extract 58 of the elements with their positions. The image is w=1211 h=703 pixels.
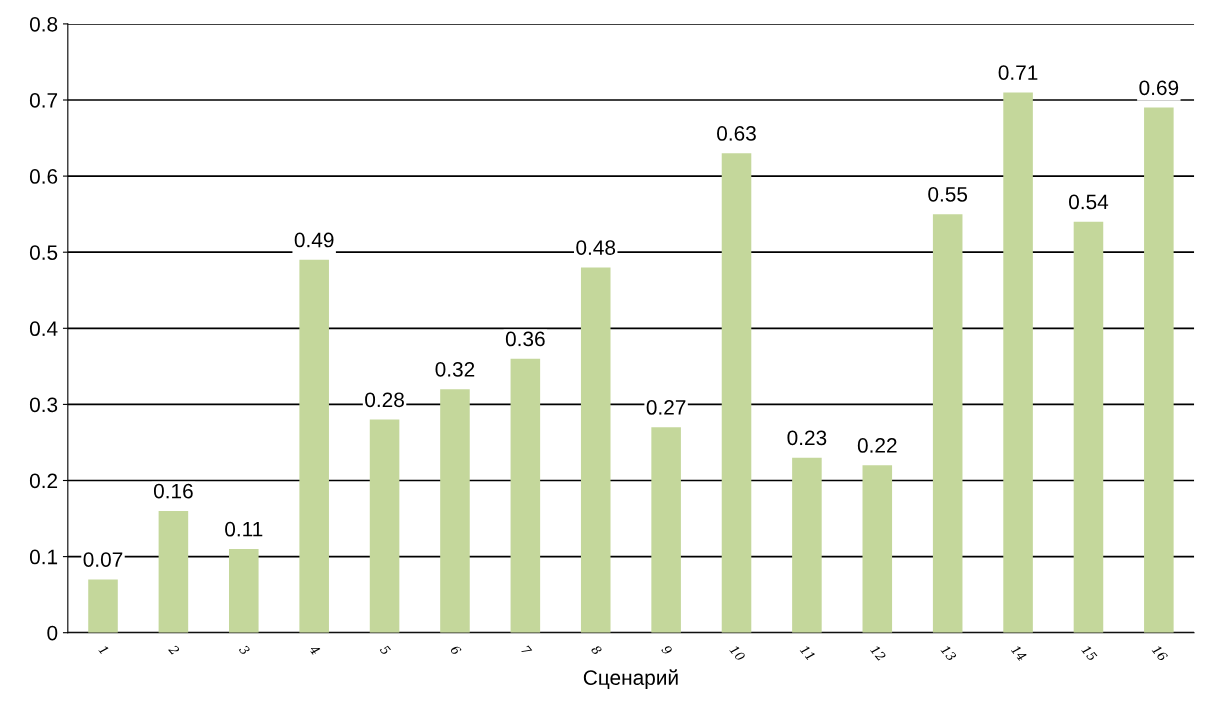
bar xyxy=(1144,107,1174,633)
bar xyxy=(1003,92,1033,633)
bar xyxy=(932,214,963,633)
x-tick-label: 11 xyxy=(799,644,815,661)
data-label: 0.32 xyxy=(435,361,475,377)
x-tick-label: 15 xyxy=(1081,644,1098,662)
x-tick-label: 7 xyxy=(521,645,533,656)
x-tick-label: 6 xyxy=(450,644,462,656)
data-label: 0.28 xyxy=(365,392,404,408)
data-label: 0.27 xyxy=(646,400,686,415)
bar xyxy=(651,427,681,633)
bar xyxy=(792,457,822,633)
bar xyxy=(721,153,752,633)
x-tick-label: 5 xyxy=(379,644,391,656)
bar xyxy=(510,358,541,633)
data-label: 0.11 xyxy=(225,521,263,537)
data-label: 0.69 xyxy=(1139,80,1179,96)
y-tick-label: 0.7 xyxy=(29,93,58,108)
x-tick-label: 14 xyxy=(1010,644,1028,662)
data-label: 0.48 xyxy=(576,240,616,255)
data-label: 0.07 xyxy=(83,552,123,567)
y-tick-label: 0.8 xyxy=(29,16,58,32)
y-tick-label: 0.6 xyxy=(29,169,58,184)
x-tick-label: 3 xyxy=(238,644,251,656)
data-label: 0.22 xyxy=(857,438,897,453)
y-tick-label: 0.3 xyxy=(29,397,58,413)
bar xyxy=(369,419,400,633)
x-tick-label: 1 xyxy=(98,644,109,655)
bar xyxy=(440,389,470,633)
data-label: 0.54 xyxy=(1069,194,1109,210)
bar xyxy=(299,259,329,633)
data-label: 0.71 xyxy=(998,65,1038,80)
bar xyxy=(580,267,611,633)
y-tick-label: 0.4 xyxy=(29,321,58,337)
y-tick-label: 0 xyxy=(47,625,58,641)
x-tick-label: 13 xyxy=(940,644,957,662)
bar xyxy=(229,548,259,633)
y-tick-label: 0.2 xyxy=(29,473,58,489)
x-tick-label: 8 xyxy=(590,644,603,656)
bar xyxy=(158,510,189,633)
bar xyxy=(862,465,893,633)
x-axis-title: Сценарий xyxy=(583,669,678,690)
x-tick-label: 2 xyxy=(168,643,180,656)
bar xyxy=(1073,221,1104,633)
data-label: 0.36 xyxy=(505,331,545,347)
x-tick-label: 10 xyxy=(729,644,746,662)
data-label: 0.16 xyxy=(153,483,193,499)
data-label: 0.23 xyxy=(787,430,827,446)
x-tick-label: 4 xyxy=(308,643,321,656)
y-tick-label: 0.1 xyxy=(29,549,58,565)
bar xyxy=(88,579,118,633)
x-tick-label: 12 xyxy=(870,644,887,662)
x-tick-label: 9 xyxy=(661,644,673,656)
x-tick-label: 16 xyxy=(1151,644,1169,662)
y-tick-label: 0.5 xyxy=(29,245,58,260)
data-label: 0.55 xyxy=(928,186,968,202)
data-label: 0.49 xyxy=(294,232,334,248)
data-label: 0.63 xyxy=(717,126,756,141)
